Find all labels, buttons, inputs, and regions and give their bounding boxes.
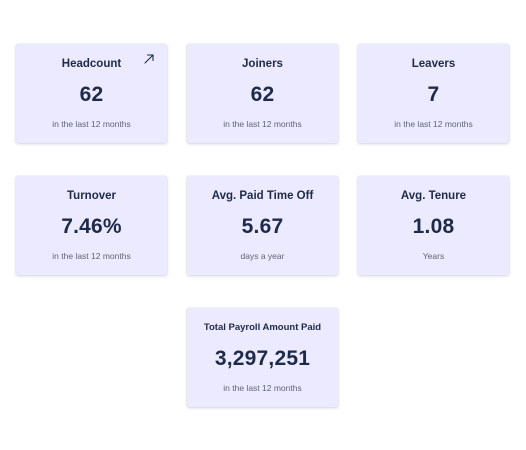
card-subtitle: in the last 12 months bbox=[52, 251, 131, 261]
card-subtitle: Years bbox=[422, 251, 445, 261]
card-value: 7 bbox=[427, 83, 440, 106]
card-title: Avg. Paid Time Off bbox=[211, 190, 314, 202]
card-subtitle: days a year bbox=[240, 251, 285, 261]
avg-paid-time-off-card[interactable]: Avg. Paid Time Off 5.67 days a year bbox=[187, 176, 338, 275]
card-title: Headcount bbox=[61, 58, 122, 70]
total-payroll-card[interactable]: Total Payroll Amount Paid 3,297,251 in t… bbox=[187, 308, 338, 407]
card-value: 7.46% bbox=[61, 215, 122, 238]
card-subtitle: in the last 12 months bbox=[223, 119, 302, 129]
turnover-card[interactable]: Turnover 7.46% in the last 12 months bbox=[16, 176, 167, 275]
headcount-card[interactable]: Headcount 62 in the last 12 months bbox=[16, 44, 167, 143]
card-value: 3,297,251 bbox=[214, 347, 311, 370]
card-title: Joiners bbox=[242, 58, 283, 70]
avg-tenure-card[interactable]: Avg. Tenure 1.08 Years bbox=[358, 176, 509, 275]
card-title: Avg. Tenure bbox=[400, 190, 467, 202]
card-value: 62 bbox=[250, 83, 275, 106]
card-value: 62 bbox=[79, 83, 104, 106]
card-subtitle: in the last 12 months bbox=[394, 119, 473, 129]
leavers-card[interactable]: Leavers 7 in the last 12 months bbox=[358, 44, 509, 143]
expand-arrow-icon[interactable] bbox=[143, 52, 155, 64]
card-value: 5.67 bbox=[241, 215, 284, 238]
card-title: Turnover bbox=[67, 190, 116, 202]
joiners-card[interactable]: Joiners 62 in the last 12 months bbox=[187, 44, 338, 143]
card-value: 1.08 bbox=[412, 215, 455, 238]
card-title: Leavers bbox=[411, 58, 456, 70]
card-subtitle: in the last 12 months bbox=[223, 383, 302, 393]
card-title: Total Payroll Amount Paid bbox=[203, 322, 322, 333]
card-subtitle: in the last 12 months bbox=[52, 119, 131, 129]
